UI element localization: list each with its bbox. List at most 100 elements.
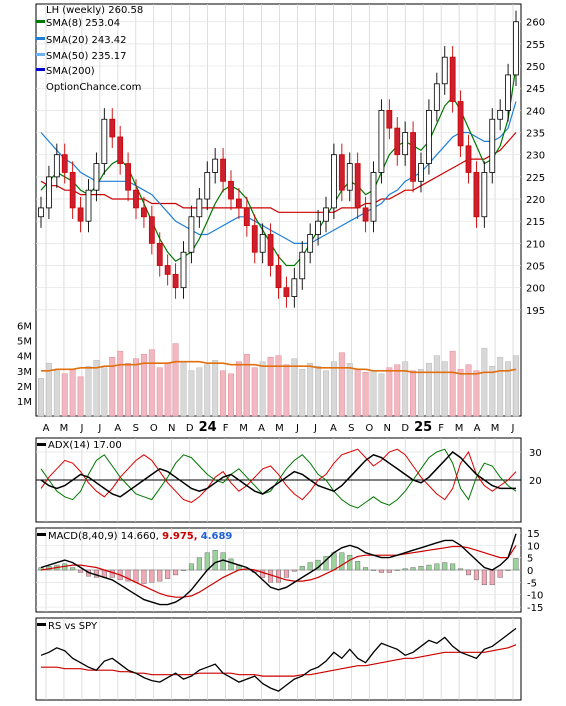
volume-bar	[433, 355, 440, 417]
volume-bar	[251, 367, 258, 417]
candle-body	[291, 278, 298, 297]
volume-bar	[220, 370, 227, 417]
macd-histogram-bar	[125, 569, 131, 582]
chart-panels	[35, 3, 522, 701]
volume-bar	[378, 373, 385, 417]
macd-line	[40, 533, 517, 606]
macd-histogram-bar	[212, 550, 218, 571]
price-tick-label: 210	[526, 239, 545, 250]
month-tick-label: J	[97, 423, 101, 434]
volume-bar	[61, 373, 68, 417]
volume-bar	[441, 361, 448, 417]
candle-body	[283, 287, 290, 297]
macd-histogram-bar	[458, 568, 464, 571]
candle-body	[180, 251, 187, 289]
macd-histogram-bar	[410, 567, 416, 571]
candle-body	[38, 207, 44, 218]
volume-bar	[402, 361, 409, 417]
candle-body	[236, 198, 242, 209]
legend-sma50: SMA(50) 235.17	[46, 51, 127, 62]
volume-bar	[481, 347, 488, 417]
month-tick-label: M	[455, 423, 464, 434]
month-tick-label: M	[239, 423, 248, 434]
volume-bar	[101, 367, 108, 417]
candle-body	[370, 172, 377, 222]
candle-body	[228, 180, 234, 200]
macd-legend-swatch	[37, 533, 46, 536]
price-tick-label: 220	[526, 195, 545, 206]
legend-swatch-sma200	[36, 68, 45, 71]
volume-bar	[188, 370, 195, 417]
volume-bar	[386, 367, 393, 417]
macd-histogram-bar	[347, 554, 353, 571]
volume-bar	[473, 370, 480, 417]
macd-signal-value: 9.975,	[162, 531, 197, 542]
macd-histogram-bar	[276, 569, 282, 583]
volume-bar	[267, 356, 274, 417]
macd-histogram-bar	[513, 558, 519, 571]
candle-body	[481, 172, 488, 218]
volume-bar	[513, 355, 519, 417]
candle-body	[433, 83, 440, 111]
macd-histogram-bar	[418, 566, 424, 571]
volume-bar	[243, 353, 250, 417]
volume-tick-label: 2M	[17, 382, 32, 393]
rs-line	[40, 627, 517, 692]
volume-tick-label: 3M	[17, 367, 32, 378]
macd-histogram-bar	[505, 569, 511, 571]
price-tick-label: 195	[526, 306, 545, 317]
volume-bar	[45, 362, 52, 417]
macd-tick-label: -10	[527, 591, 543, 602]
macd-histogram-bar	[133, 569, 139, 583]
candle-body	[251, 225, 258, 253]
month-tick-label: N	[168, 423, 175, 434]
macd-value: MACD(8,40,9) 14.660,	[48, 531, 159, 542]
sma20-line	[40, 101, 517, 244]
month-tick-label: O	[150, 423, 158, 434]
candle-body	[441, 56, 448, 85]
macd-histogram-bar	[188, 563, 194, 571]
month-tick-label: A	[258, 423, 265, 434]
macd-histogram-bar	[228, 558, 234, 571]
candle-body	[259, 234, 266, 253]
candle-body	[307, 234, 314, 253]
macd-layer	[36, 532, 521, 608]
volume-bar	[489, 365, 496, 417]
macd-histogram-bar	[473, 569, 479, 581]
macd-histogram-bar	[442, 562, 448, 571]
volume-bar	[307, 362, 314, 417]
candle-body	[513, 21, 519, 76]
candle-body	[497, 109, 504, 120]
volume-bar	[180, 361, 187, 417]
legend-swatch-sma20	[36, 37, 45, 40]
volume-bar	[228, 373, 234, 417]
legend-sma200: SMA(200)	[46, 66, 95, 77]
macd-histogram-bar	[268, 569, 274, 583]
price-tick-label: 235	[526, 129, 545, 140]
candle-body	[77, 207, 84, 222]
macd-tick-label: 15	[527, 529, 540, 540]
candle-body	[275, 265, 282, 289]
volume-bar	[172, 343, 179, 417]
legend-swatch-sma50	[36, 53, 45, 56]
volume-bar	[117, 350, 124, 417]
macd-histogram-bar	[283, 569, 289, 578]
month-tick-label: A	[474, 423, 481, 434]
price-tick-label: 255	[526, 40, 545, 51]
volume-bar	[418, 369, 424, 417]
candle-body	[386, 109, 393, 129]
rs-average-line	[41, 644, 517, 677]
month-tick-label: J	[313, 423, 317, 434]
candle-body	[156, 242, 163, 266]
candle-body	[109, 118, 116, 138]
month-tick-label: A	[330, 423, 337, 434]
macd-tick-label: -5	[527, 578, 537, 589]
macd-histogram-bar	[70, 567, 76, 571]
month-tick-label: 25	[414, 420, 432, 435]
price-tick-label: 200	[526, 284, 545, 295]
volume-bar	[196, 367, 203, 417]
macd-histogram-bar	[450, 563, 456, 571]
legend-lh: LH (weekly) 260.58	[46, 5, 143, 16]
candle-body	[133, 189, 139, 209]
macd-histogram-bar	[426, 564, 432, 571]
